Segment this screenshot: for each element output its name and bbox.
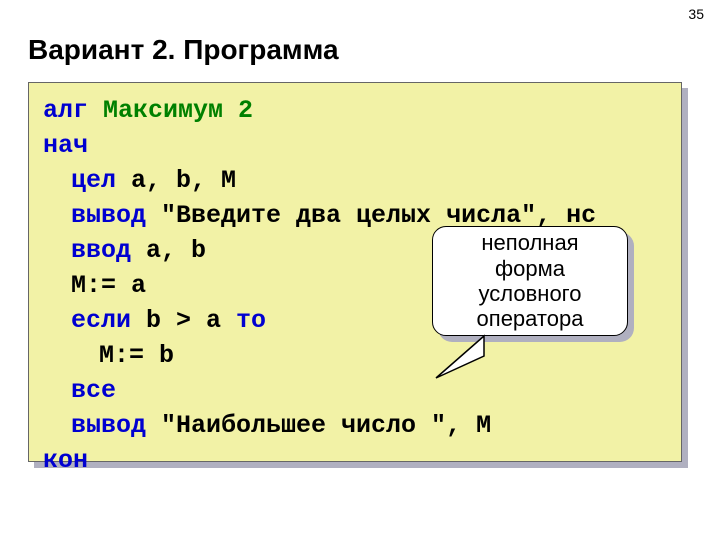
callout-line-4: оператора (433, 306, 627, 331)
output-text-2: "Наибольшее число ", M (146, 411, 491, 440)
code-line-2: нач (43, 128, 667, 163)
keyword-input: ввод (71, 236, 131, 265)
callout-line-1: неполная (433, 230, 627, 255)
callout-box: неполная форма условного оператора (432, 226, 628, 336)
keyword-output: вывод (71, 201, 146, 230)
callout-line-2: форма (433, 256, 627, 281)
assign-1: M:= a (71, 271, 146, 300)
prog-name: Максимум 2 (88, 96, 253, 125)
keyword-int: цел (71, 166, 116, 195)
keyword-end: кон (43, 446, 88, 475)
code-line-3: цел a, b, M (71, 163, 667, 198)
slide-title: Вариант 2. Программа (28, 34, 339, 66)
code-line-11: кон (43, 443, 667, 478)
var-decl: a, b, M (116, 166, 236, 195)
code-line-10: вывод "Наибольшее число ", M (71, 408, 667, 443)
callout-line-3: условного (433, 281, 627, 306)
condition: b > a (131, 306, 236, 335)
code-line-8: M:= b (99, 338, 667, 373)
assign-2: M:= b (99, 341, 174, 370)
code-line-1: алг Максимум 2 (43, 93, 667, 128)
keyword-alg: алг (43, 96, 88, 125)
page-number: 35 (688, 6, 704, 22)
code-line-9: все (71, 373, 667, 408)
keyword-then: то (236, 306, 266, 335)
keyword-endif: все (71, 376, 116, 405)
keyword-if: если (71, 306, 131, 335)
keyword-output-2: вывод (71, 411, 146, 440)
input-vars: a, b (131, 236, 206, 265)
keyword-begin: нач (43, 131, 88, 160)
